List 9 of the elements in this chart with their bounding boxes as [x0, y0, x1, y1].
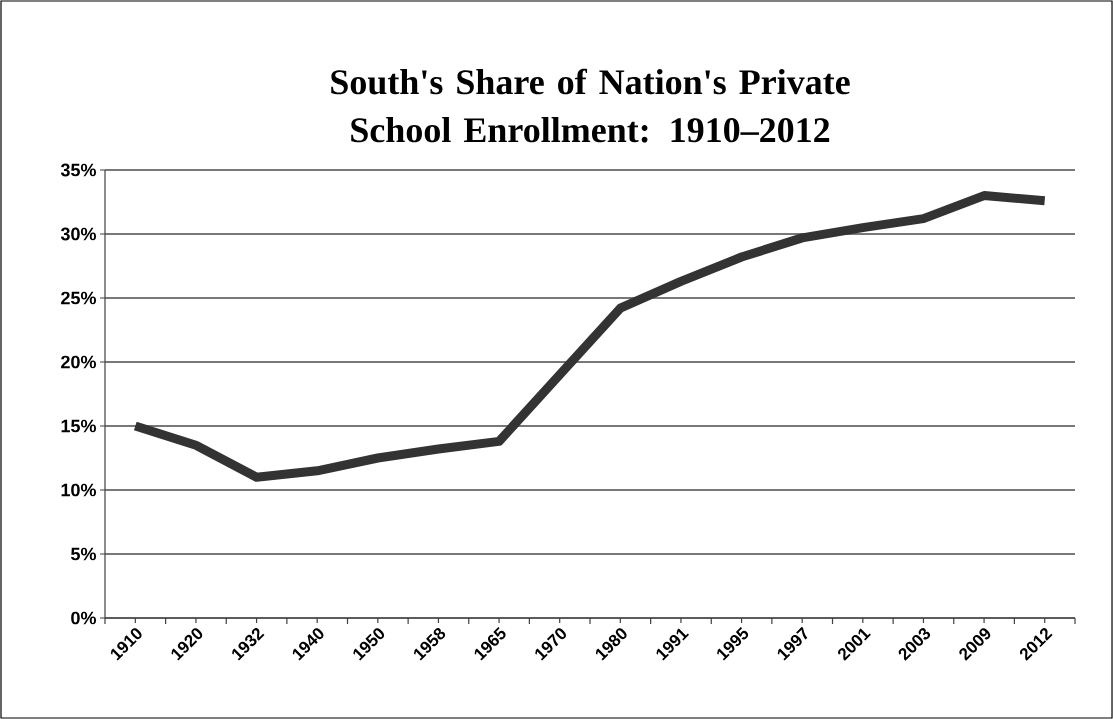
chart-title: South's Share of Nation's Private School Enrollment: 1910–2012	[331, 68, 850, 143]
y-tick-label: 10%	[61, 483, 96, 497]
y-tick-label: 0%	[71, 611, 96, 625]
y-tick-label: 20%	[61, 355, 96, 369]
y-tick-label: 25%	[61, 291, 96, 305]
y-tick-label: 30%	[60, 227, 96, 241]
y-tick-label: 5%	[71, 547, 96, 561]
y-tick-label: 35%	[60, 163, 96, 177]
y-tick-label: 15%	[61, 419, 96, 433]
